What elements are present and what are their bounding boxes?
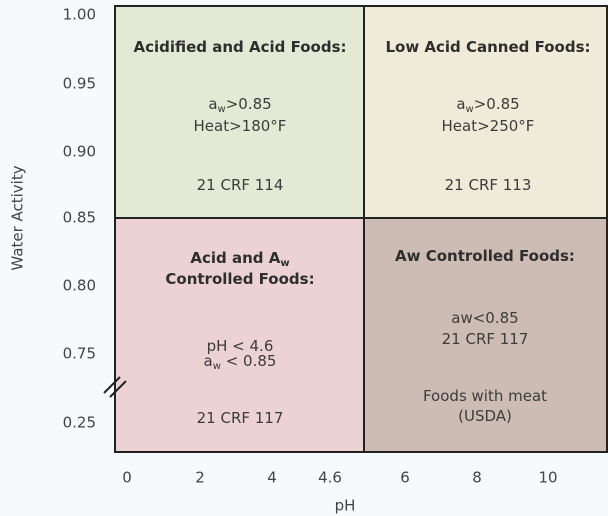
quadrant-line-text: a — [208, 95, 217, 113]
x-tick-label: 4.6 — [318, 469, 342, 487]
quadrant-title: Acid and Aw — [190, 249, 289, 270]
quadrant-line: Heat>180°F — [194, 117, 287, 135]
quadrant-line: Heat>250°F — [442, 117, 535, 135]
quadrant-line-text: aw<0.85 — [451, 309, 518, 327]
y-tick-label: 0.25 — [63, 414, 96, 432]
quadrant-title-text: Aw Controlled Foods: — [395, 247, 575, 265]
x-tick-label: 4 — [267, 469, 277, 487]
quadrant-line-tail: < 0.85 — [221, 352, 277, 370]
diagram: Water Activity pH 1.00 0.95 0.90 0.85 0.80 0.… — [0, 0, 608, 516]
quadrant-line: Foods with meat — [423, 387, 547, 405]
quadrant-title-text: Acidified and Acid Foods: — [133, 38, 346, 56]
y-tick-label: 0.90 — [63, 143, 96, 161]
quadrant-line: aw<0.85 — [451, 309, 518, 327]
x-tick-label: 6 — [400, 469, 410, 487]
quadrant-line: 21 CRF 113 — [445, 176, 532, 194]
x-tick-label: 8 — [472, 469, 482, 487]
quadrant-title-text: Acid and A — [190, 249, 280, 267]
subscript: w — [280, 258, 289, 269]
quadrant-title: Aw Controlled Foods: — [395, 247, 575, 265]
y-axis-label: Water Activity — [9, 165, 27, 270]
subscript: w — [466, 104, 474, 115]
quadrant-line-text: Foods with meat — [423, 387, 547, 405]
quadrant-title-text: Low Acid Canned Foods: — [385, 38, 590, 56]
quadrant-title-text: Controlled Foods: — [165, 270, 314, 288]
subscript: w — [213, 361, 221, 372]
quadrant-line-text: Heat>250°F — [442, 117, 535, 135]
y-tick-label: 0.85 — [63, 209, 96, 227]
quadrant-line-text: Heat>180°F — [194, 117, 287, 135]
y-tick-label: 0.80 — [63, 277, 96, 295]
y-tick-label: 0.75 — [63, 345, 96, 363]
quadrant-line-text: a — [456, 95, 465, 113]
quadrant-line-text: 21 CRF 117 — [197, 409, 284, 427]
quadrant-title: Controlled Foods: — [165, 270, 314, 288]
subscript: w — [218, 104, 226, 115]
quadrant-line-text: 21 CRF 117 — [442, 330, 529, 348]
quadrant-line: 21 CRF 117 — [442, 330, 529, 348]
y-tick-label: 1.00 — [63, 6, 96, 24]
quadrant-title: Low Acid Canned Foods: — [385, 38, 590, 56]
quadrant-line-tail: >0.85 — [226, 95, 272, 113]
x-tick-label: 10 — [538, 469, 557, 487]
quadrant-line: (USDA) — [458, 407, 512, 425]
quadrant-line-tail: >0.85 — [474, 95, 520, 113]
quadrant-line-text: 21 CRF 114 — [197, 176, 284, 194]
x-tick-label: 2 — [195, 469, 205, 487]
y-tick-label: 0.95 — [63, 75, 96, 93]
x-axis-label: pH — [335, 497, 356, 515]
quadrant-line-text: 21 CRF 113 — [445, 176, 532, 194]
quadrant-line: 21 CRF 114 — [197, 176, 284, 194]
quadrant-title: Acidified and Acid Foods: — [133, 38, 346, 56]
quadrant-line: 21 CRF 117 — [197, 409, 284, 427]
quadrant-line-text: a — [204, 352, 213, 370]
x-tick-label: 0 — [122, 469, 132, 487]
quadrant-line-text: (USDA) — [458, 407, 512, 425]
